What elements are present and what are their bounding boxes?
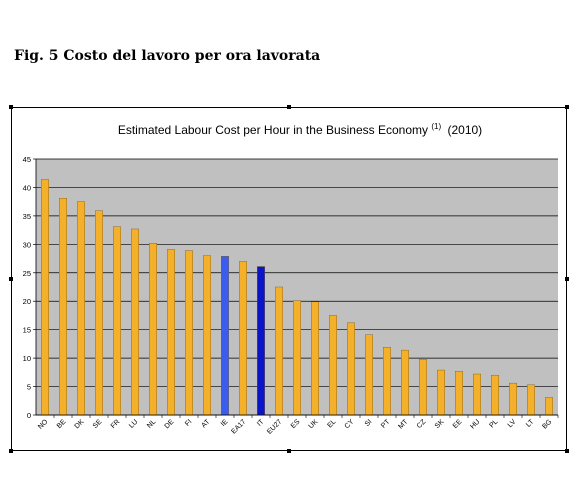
bar-cy: [347, 322, 355, 416]
x-tick-label: SE: [92, 418, 104, 430]
frame-handle-bc[interactable]: [287, 449, 291, 453]
x-tick-label: NO: [37, 418, 50, 431]
bar-fr: [113, 226, 121, 416]
bar-at: [203, 255, 211, 416]
x-tick-label: EE: [452, 418, 464, 430]
bar-ie: [221, 256, 229, 416]
bar-se: [95, 210, 103, 416]
x-tick-label: LV: [507, 418, 518, 429]
bar-de: [167, 249, 175, 416]
bar-it: [257, 266, 265, 416]
bar-eu27: [275, 286, 283, 416]
x-tick-label: IE: [220, 418, 230, 428]
bar-uk: [311, 301, 319, 416]
bar-lu: [131, 228, 139, 416]
bar-es: [293, 300, 301, 416]
x-tick-label: EU27: [266, 418, 283, 435]
x-tick-label: NL: [146, 418, 157, 429]
x-tick-label: UK: [308, 418, 320, 430]
y-tick-label: 45: [23, 155, 31, 164]
y-tick-label: 30: [23, 240, 31, 249]
chart-title: Estimated Labour Cost per Hour in the Bu…: [118, 118, 482, 137]
frame-handle-bl[interactable]: [9, 449, 13, 453]
bar-ea17: [239, 261, 247, 416]
x-tick-label: DE: [164, 418, 176, 430]
frame-handle-br[interactable]: [565, 449, 569, 453]
frame-handle-mr[interactable]: [565, 277, 569, 281]
y-tick-label: 40: [23, 183, 31, 192]
frame-handle-ml[interactable]: [9, 277, 13, 281]
bar-nl: [149, 242, 157, 416]
x-tick-label: PL: [488, 418, 499, 429]
bar-pl: [491, 374, 499, 416]
x-tick-label: EL: [326, 418, 337, 429]
bar-no: [41, 179, 49, 416]
x-tick-label: FR: [110, 418, 122, 430]
bar-ee: [455, 370, 463, 416]
x-tick-label: HU: [469, 418, 481, 430]
bar-lv: [509, 382, 517, 416]
y-tick-label: 0: [27, 411, 31, 420]
x-tick-label: BE: [56, 418, 68, 430]
y-tick-label: 35: [23, 212, 31, 221]
bar-mt: [401, 349, 409, 416]
bar-cz: [419, 359, 427, 416]
x-tick-label: AT: [200, 418, 211, 429]
x-tick-label: CZ: [416, 418, 428, 430]
bar-lt: [527, 384, 535, 416]
x-tick-label: MT: [397, 418, 410, 431]
bar-pt: [383, 347, 391, 416]
x-tick-label: LT: [525, 418, 536, 429]
bar-si: [365, 334, 373, 416]
y-tick-label: 15: [23, 326, 31, 335]
chart-title-year: (2010): [447, 123, 482, 137]
x-tick-label: LU: [128, 418, 139, 429]
x-tick-label: EA17: [230, 418, 247, 435]
frame-handle-tl[interactable]: [9, 105, 13, 109]
frame-handle-tr[interactable]: [565, 105, 569, 109]
bar-be: [59, 198, 67, 416]
x-tick-label: IT: [256, 418, 266, 428]
x-tick-label: CY: [344, 418, 356, 430]
x-tick-label: ES: [290, 418, 302, 430]
bar-sk: [437, 369, 445, 416]
bar-bg: [545, 397, 553, 416]
x-tick-label: FI: [184, 418, 193, 427]
x-tick-label: SK: [434, 418, 446, 430]
bar-hu: [473, 373, 481, 416]
bar-chart: Estimated Labour Cost per Hour in the Bu…: [23, 118, 559, 436]
figure-caption: Fig. 5 Costo del lavoro per ora lavorata: [14, 48, 321, 64]
x-tick-label: DK: [74, 418, 86, 430]
frame-handle-tc[interactable]: [287, 105, 291, 109]
y-tick-label: 5: [27, 383, 31, 392]
x-tick-label: PT: [380, 418, 392, 430]
bar-dk: [77, 201, 85, 416]
bar-fi: [185, 250, 193, 416]
chart-title-main: Estimated Labour Cost per Hour in the Bu…: [118, 123, 428, 137]
chart-title-superscript: (1): [431, 122, 441, 131]
x-tick-label: SI: [364, 418, 374, 428]
y-tick-label: 25: [23, 269, 31, 278]
y-tick-label: 10: [23, 354, 31, 363]
x-tick-label: BG: [541, 418, 553, 430]
y-tick-label: 20: [23, 297, 31, 306]
bar-el: [329, 315, 337, 416]
